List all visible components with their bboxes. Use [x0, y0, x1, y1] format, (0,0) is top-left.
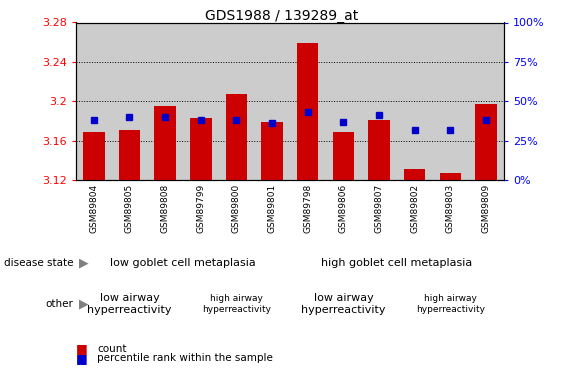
Text: GSM89803: GSM89803: [446, 184, 455, 233]
Text: disease state: disease state: [4, 258, 73, 268]
Text: ■: ■: [76, 342, 88, 355]
Bar: [190, 118, 212, 180]
Bar: [154, 106, 176, 180]
Bar: [261, 122, 283, 180]
Text: GSM89809: GSM89809: [481, 184, 490, 233]
Text: GSM89802: GSM89802: [410, 184, 419, 233]
Text: count: count: [97, 344, 127, 354]
Bar: [404, 169, 426, 180]
Text: percentile rank within the sample: percentile rank within the sample: [97, 353, 273, 363]
Text: low goblet cell metaplasia: low goblet cell metaplasia: [110, 258, 256, 268]
Text: GSM89804: GSM89804: [90, 184, 99, 233]
Text: high airway
hyperreactivity: high airway hyperreactivity: [416, 294, 485, 314]
Text: GSM89806: GSM89806: [339, 184, 348, 233]
Text: ■: ■: [76, 352, 88, 364]
Text: high goblet cell metaplasia: high goblet cell metaplasia: [321, 258, 472, 268]
Text: low airway
hyperreactivity: low airway hyperreactivity: [301, 293, 386, 315]
Text: GDS1988 / 139289_at: GDS1988 / 139289_at: [205, 9, 358, 23]
Bar: [119, 130, 140, 180]
Text: GSM89801: GSM89801: [267, 184, 276, 233]
Text: GSM89807: GSM89807: [374, 184, 383, 233]
Text: ▶: ▶: [79, 298, 88, 310]
Text: low airway
hyperreactivity: low airway hyperreactivity: [87, 293, 172, 315]
Bar: [475, 104, 497, 180]
Text: GSM89808: GSM89808: [160, 184, 169, 233]
Text: GSM89805: GSM89805: [125, 184, 134, 233]
Bar: [226, 94, 247, 180]
Bar: [333, 132, 354, 180]
Bar: [368, 120, 390, 180]
Bar: [83, 132, 105, 180]
Bar: [440, 173, 461, 180]
Bar: [297, 43, 319, 180]
Text: other: other: [45, 299, 73, 309]
Text: GSM89799: GSM89799: [196, 184, 205, 233]
Text: GSM89800: GSM89800: [232, 184, 241, 233]
Text: ▶: ▶: [79, 256, 88, 269]
Text: high airway
hyperreactivity: high airway hyperreactivity: [202, 294, 271, 314]
Text: GSM89798: GSM89798: [303, 184, 312, 233]
